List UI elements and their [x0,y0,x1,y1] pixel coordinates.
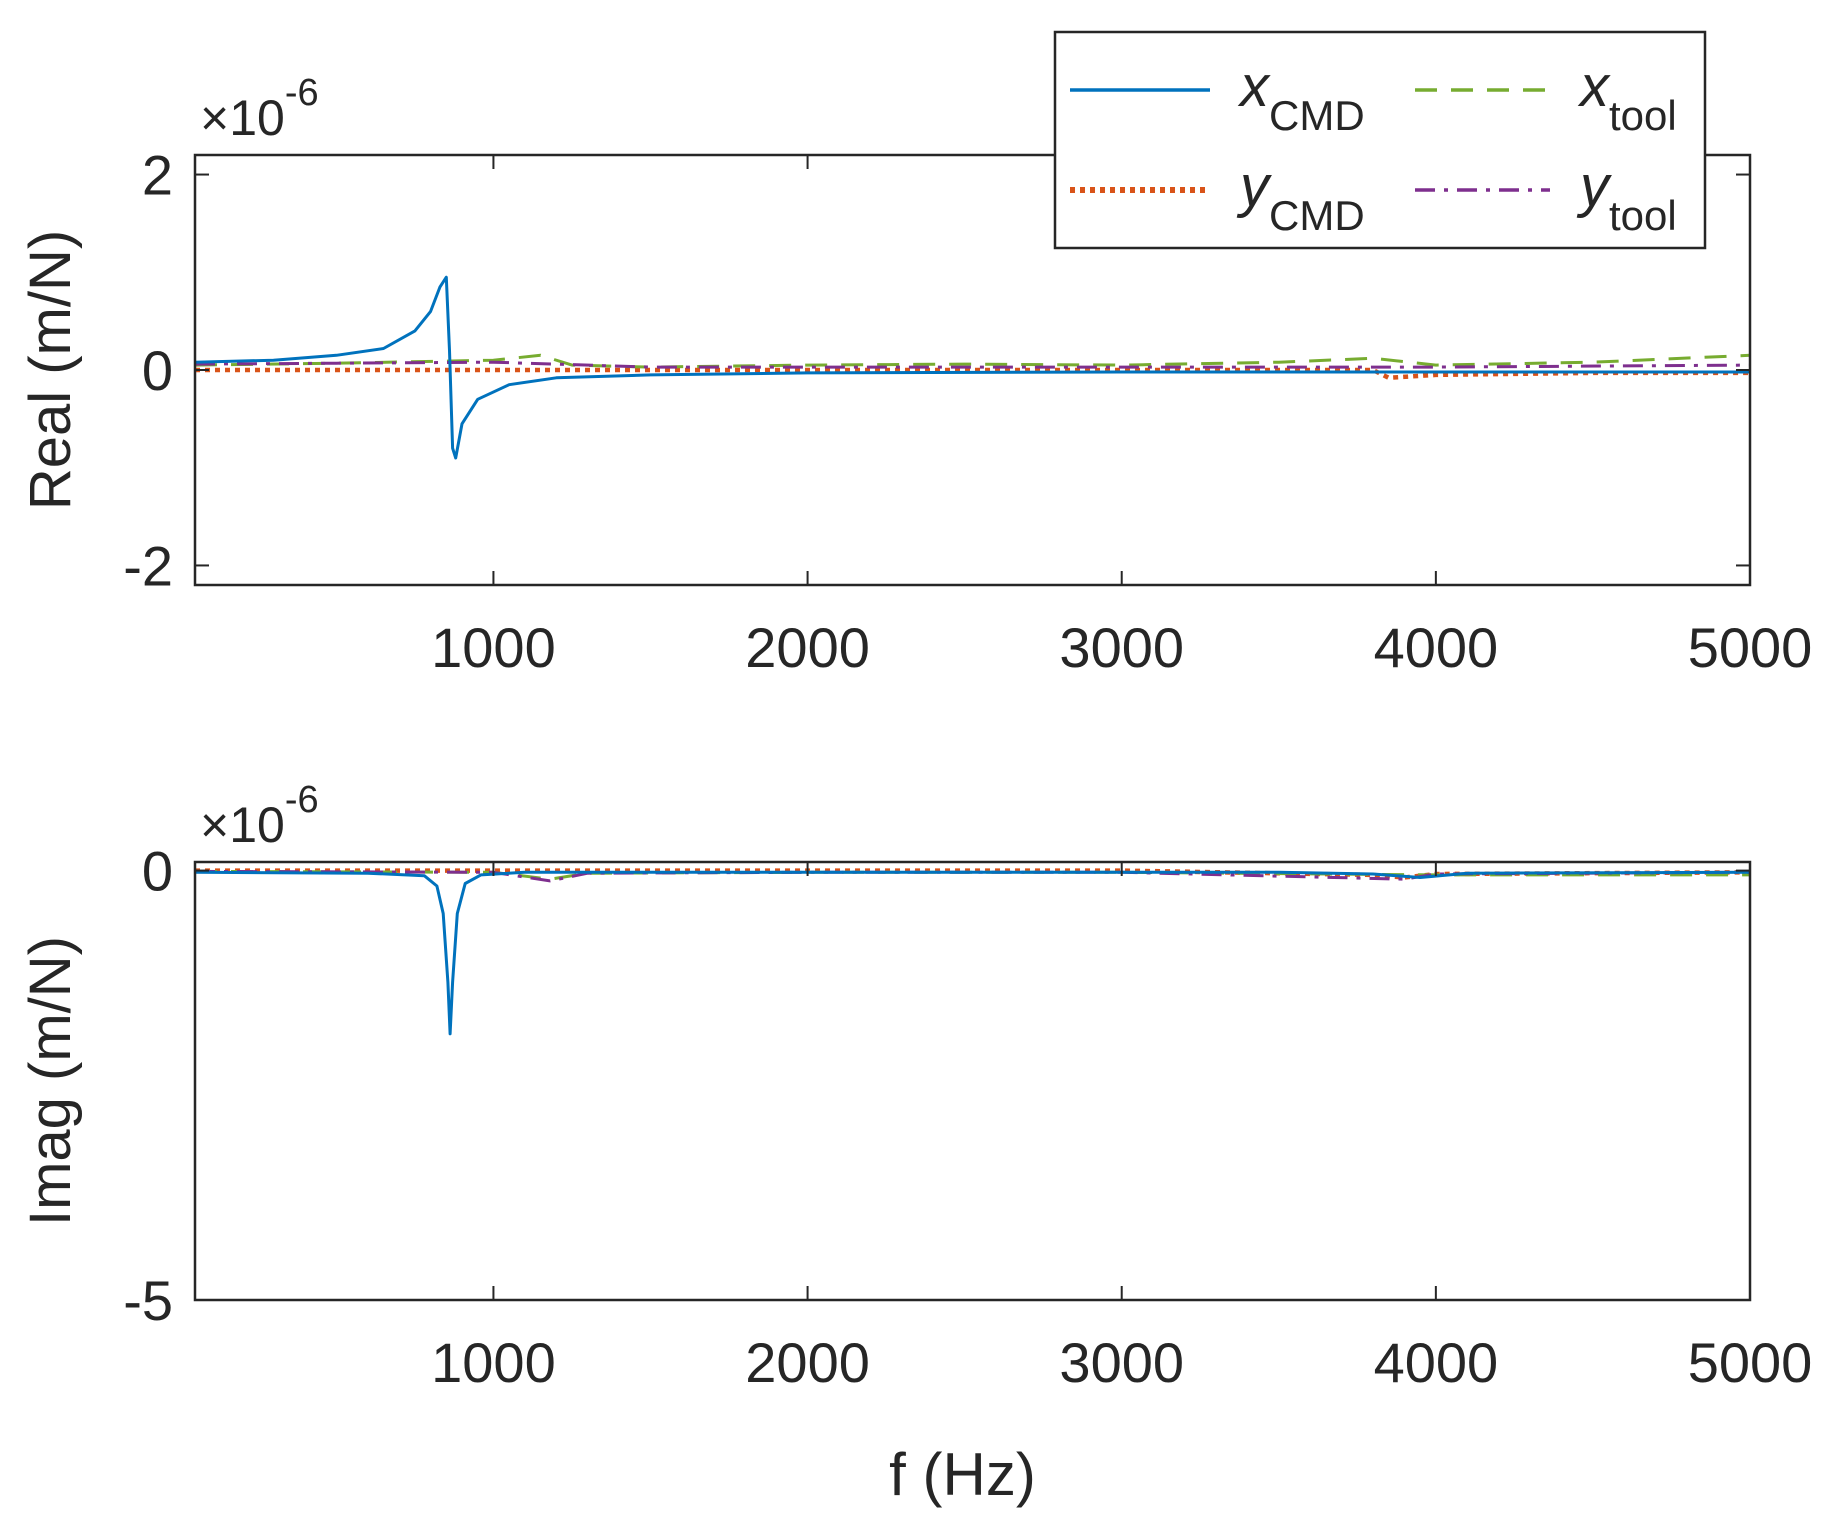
panel-1: 1000 2000 3000 4000 5000 2 0 -2 ×10-6 Real (m/N) [18,72,1812,679]
x-axis-label: f (Hz) [889,1441,1036,1508]
panel-2: 1000 2000 3000 4000 5000 0 -5 ×10-6 Imag (m/N) f … [18,779,1812,1508]
y-axis-label: Imag (m/N) [18,936,83,1226]
y-tick-label: 0 [142,840,173,903]
legend: xCMD xtool yCMD ytool [1053,30,1707,250]
x-tick-label: 1000 [431,616,556,679]
x-tick-label: 4000 [1374,1331,1499,1394]
y-tick-label: -5 [123,1269,173,1332]
x-tick-label: 4000 [1374,616,1499,679]
x-tick-label: 5000 [1688,1331,1813,1394]
y-axis-label: Real (m/N) [18,230,83,510]
series-line-y-cmd [195,367,1750,381]
series-group [195,275,1750,460]
x-tick-label: 2000 [745,616,870,679]
y-tick-label: 2 [142,144,173,207]
legend-box [1053,30,1707,250]
legend-label-y-cmd: yCMD [1236,154,1365,239]
x-tick-label: 5000 [1688,616,1813,679]
x-tick-label: 3000 [1059,616,1184,679]
x-tick-label: 3000 [1059,1331,1184,1394]
legend-label-y-tool: ytool [1576,154,1677,239]
series-group [195,868,1750,1036]
axis-multiplier: ×10-6 [200,779,319,853]
series-line-y-tool [195,360,1750,369]
legend-label-x-cmd: xCMD [1237,54,1365,139]
x-tick-label: 2000 [745,1331,870,1394]
axes-box [193,860,1752,1302]
series-line-x-cmd [195,870,1750,1036]
legend-label-x-tool: xtool [1577,54,1677,139]
x-tick-label: 1000 [431,1331,556,1394]
y-tick-label: 0 [142,339,173,402]
y-tick-label: -2 [123,534,173,597]
axis-multiplier: ×10-6 [200,72,319,146]
series-line-x-tool [195,353,1750,369]
series-line-x-cmd [195,275,1750,460]
